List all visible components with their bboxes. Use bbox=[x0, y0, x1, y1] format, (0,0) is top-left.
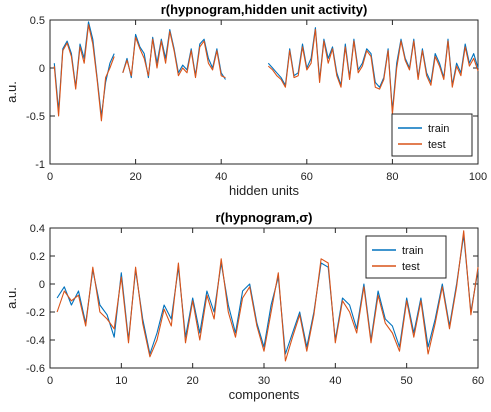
y-tick-label: -1 bbox=[35, 159, 45, 171]
y-tick-label: 0.4 bbox=[30, 223, 45, 235]
y-tick-label: 0 bbox=[39, 279, 45, 291]
legend: train test bbox=[365, 235, 447, 279]
chart-title: r(hypnogram,hidden unit activity) bbox=[161, 2, 368, 17]
x-tick-label: 30 bbox=[258, 375, 270, 387]
chart-title: r(hypnogram,σ) bbox=[215, 210, 312, 225]
x-tick-label: 0 bbox=[47, 171, 53, 183]
y-tick-label: 0.5 bbox=[30, 15, 45, 27]
x-tick-label: 80 bbox=[386, 171, 398, 183]
y-tick-label: 0.2 bbox=[30, 251, 45, 263]
y-tick-label: -0.5 bbox=[26, 111, 45, 123]
legend-label-test: test bbox=[428, 139, 446, 151]
x-tick-label: 20 bbox=[187, 375, 199, 387]
legend-label-train: train bbox=[402, 245, 423, 257]
legend-label-test: test bbox=[402, 261, 420, 273]
x-tick-label: 40 bbox=[329, 375, 341, 387]
chart-1: r(hypnogram,hidden unit activity) -1 -0.5 0… bbox=[4, 2, 487, 198]
y-tick-label: -0.2 bbox=[26, 307, 45, 319]
series-line-test bbox=[56, 230, 479, 362]
x-tick-label: 60 bbox=[472, 375, 484, 387]
x-axis-label: components bbox=[229, 387, 300, 402]
y-tick-label: -0.4 bbox=[26, 335, 45, 347]
x-tick-label: 10 bbox=[115, 375, 127, 387]
x-tick-label: 40 bbox=[215, 171, 227, 183]
legend-label-train: train bbox=[428, 123, 449, 135]
legend-box bbox=[365, 235, 447, 279]
x-axis-label: hidden units bbox=[229, 183, 300, 198]
y-tick-label: 0 bbox=[39, 63, 45, 75]
y-tick-label: -0.6 bbox=[26, 363, 45, 375]
chart-2: r(hypnogram,σ) -0.6 -0.4 -0.2 0 0.2 0.4 0 10 20 30… bbox=[4, 210, 484, 402]
x-tick-label: 20 bbox=[129, 171, 141, 183]
x-tick-label: 60 bbox=[301, 171, 313, 183]
legend-box bbox=[391, 113, 473, 157]
x-tick-label: 0 bbox=[47, 375, 53, 387]
x-tick-label: 100 bbox=[469, 171, 487, 183]
plot-layer: r(hypnogram,hidden unit activity) -1 -0.5 0… bbox=[4, 2, 487, 402]
x-tick-label: 50 bbox=[401, 375, 413, 387]
y-axis-label: a.u. bbox=[4, 81, 19, 103]
series-line-test bbox=[53, 24, 479, 122]
y-axis-label: a.u. bbox=[4, 287, 19, 309]
legend: train test bbox=[391, 113, 473, 157]
